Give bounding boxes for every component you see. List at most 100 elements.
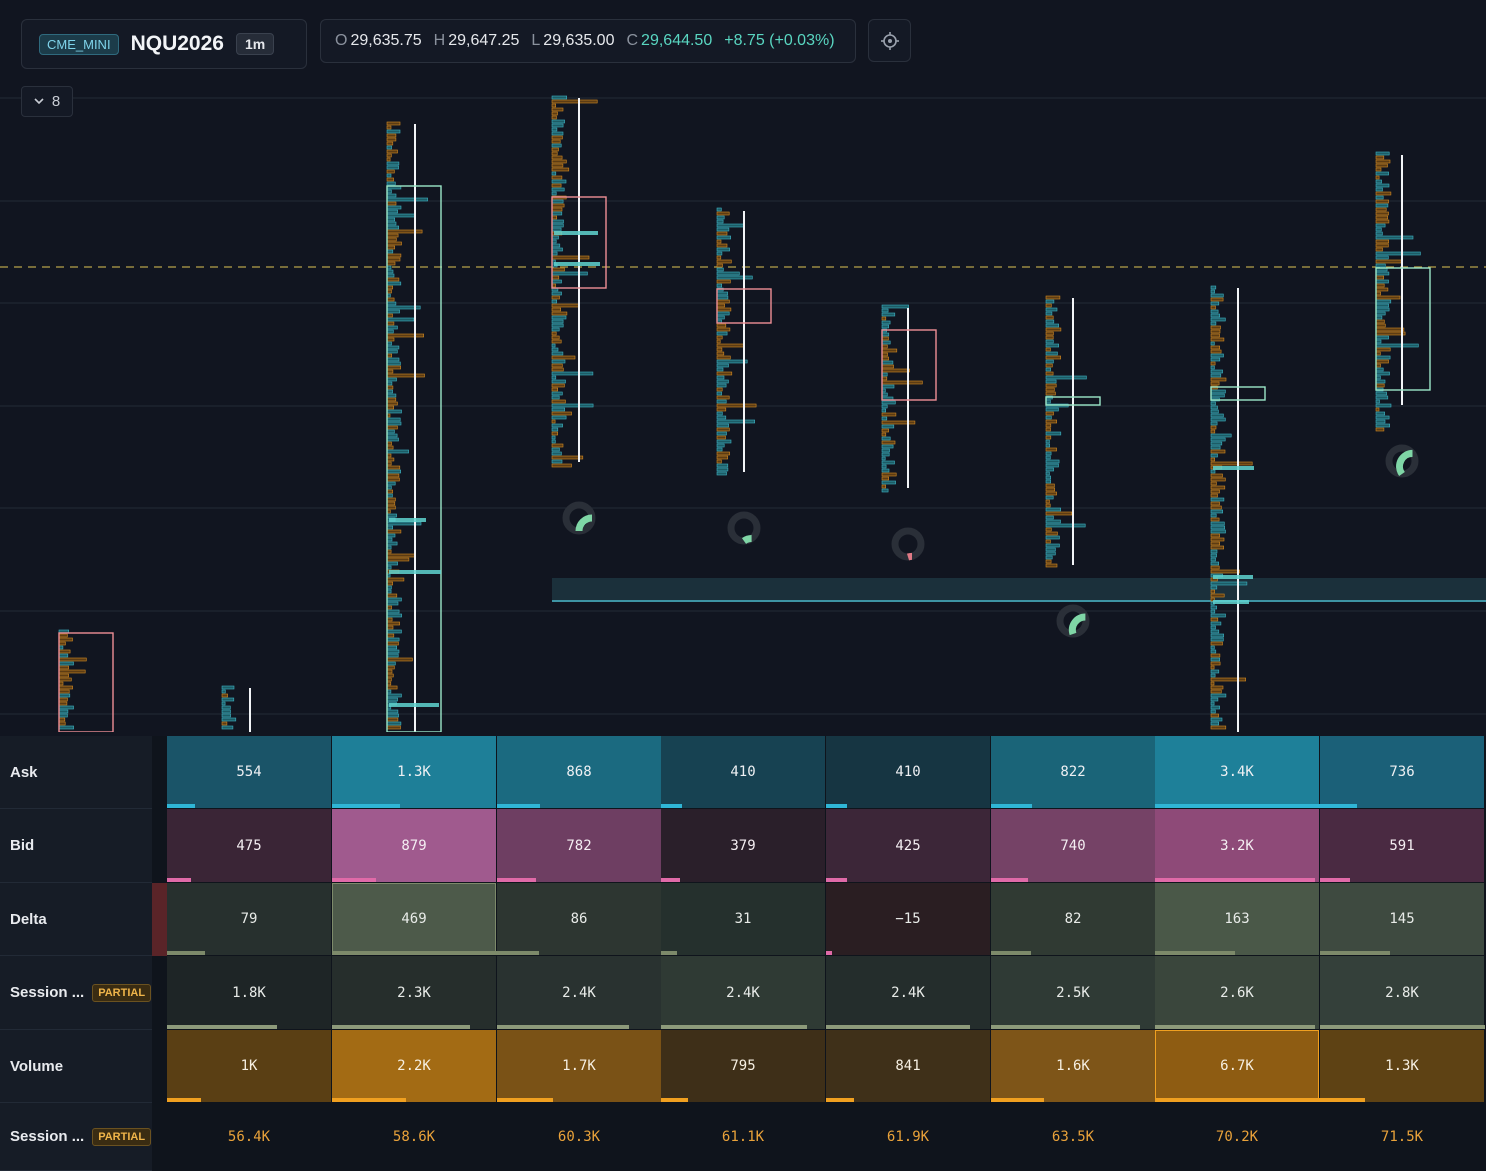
session-volume-cell[interactable]: 56.4K	[167, 1103, 332, 1171]
footprint-bar	[716, 279, 731, 284]
volume-cell[interactable]: 1.6K	[991, 1030, 1156, 1103]
symbol-panel[interactable]: CME_MINI NQU2026 1m	[21, 19, 307, 69]
session-delta-cell[interactable]: 2.4K	[661, 956, 826, 1030]
bid-cell[interactable]: 425	[826, 809, 991, 883]
footprint-bar	[716, 307, 732, 312]
session-volume-cell[interactable]: 71.5K	[1320, 1103, 1485, 1171]
footprint-bar	[1375, 307, 1390, 312]
bid-cell[interactable]: 475	[167, 809, 332, 883]
delta-cell[interactable]: 86	[497, 883, 662, 956]
footprint-bar	[1375, 199, 1389, 204]
ask-cell[interactable]: 410	[661, 736, 826, 809]
footprint-bar	[1375, 339, 1382, 344]
footprint-bar	[1210, 613, 1226, 618]
volume-cell[interactable]: 795	[661, 1030, 826, 1103]
session-volume-cell[interactable]: 60.3K	[497, 1103, 662, 1171]
session-volume-cell[interactable]: 63.5K	[991, 1103, 1156, 1171]
ask-cell[interactable]: 410	[826, 736, 991, 809]
footprint-bar	[881, 456, 886, 461]
footprint-bar	[386, 161, 400, 166]
footprint-bar	[881, 348, 898, 353]
footprint-bar	[1210, 673, 1216, 678]
footprint-bar	[386, 145, 392, 150]
footprint-bar	[881, 400, 896, 405]
ask-cell[interactable]: 554	[167, 736, 332, 809]
bid-cell[interactable]: 3.2K	[1155, 809, 1320, 883]
footprint-bar	[716, 355, 731, 360]
volume-cell[interactable]: 1.7K	[497, 1030, 662, 1103]
ask-cell[interactable]: 3.4K	[1155, 736, 1320, 809]
footprint-bar	[881, 408, 887, 413]
candle-body	[716, 288, 772, 324]
delta-cell[interactable]: 163	[1155, 883, 1320, 956]
footprint-bar	[551, 159, 567, 164]
session-delta-cell[interactable]: 2.8K	[1320, 956, 1485, 1030]
footprint-bar	[386, 333, 425, 338]
bid-cell[interactable]: 740	[991, 809, 1156, 883]
delta-donut-fill	[1396, 449, 1413, 477]
volume-value: 1K	[240, 1058, 258, 1074]
session-volume-cell[interactable]: 58.6K	[332, 1103, 497, 1171]
symbol-name: NQU2026	[130, 32, 224, 55]
session-volume-cell[interactable]: 70.2K	[1155, 1103, 1320, 1171]
session-delta-cell[interactable]: 2.4K	[497, 956, 662, 1030]
delta-cell[interactable]: 145	[1320, 883, 1485, 956]
delta-cell[interactable]: −15	[826, 883, 991, 956]
footprint-bar	[1375, 215, 1388, 220]
footprint-bar	[58, 661, 74, 666]
bid-cell[interactable]: 782	[497, 809, 662, 883]
volume-cell[interactable]: 1K	[167, 1030, 332, 1103]
volume-cell[interactable]: 1.3K	[1320, 1030, 1485, 1103]
bid-cell[interactable]: 379	[661, 809, 826, 883]
footprint-bar	[58, 657, 87, 662]
footprint-bar	[881, 336, 889, 341]
ask-cell[interactable]: 736	[1320, 736, 1485, 809]
footprint-bar	[1045, 503, 1051, 508]
footprint-bar	[1045, 459, 1060, 464]
volume-cell[interactable]: 6.7K	[1155, 1030, 1320, 1103]
session-volume-cell[interactable]: 61.9K	[826, 1103, 991, 1171]
bid-cell[interactable]: 591	[1320, 809, 1485, 883]
footprint-bar	[386, 121, 401, 126]
footprint-bar	[716, 431, 727, 436]
ask-bar	[497, 804, 540, 808]
footprint-bar	[1210, 389, 1226, 394]
collapse-toggle[interactable]: 8	[21, 86, 73, 117]
session-volume-value: 60.3K	[557, 1128, 601, 1145]
session-volume-cell[interactable]: 61.1K	[661, 1103, 826, 1171]
footprint-chart[interactable]	[0, 0, 1486, 732]
session-delta-bar	[1320, 1025, 1485, 1029]
session-delta-cell[interactable]: 2.5K	[991, 956, 1156, 1030]
footprint-bar	[1045, 523, 1086, 528]
session-delta-cell[interactable]: 2.4K	[826, 956, 991, 1030]
volume-cell[interactable]: 2.2K	[332, 1030, 497, 1103]
ask-value: 410	[730, 764, 756, 780]
footprint-bar	[386, 273, 395, 278]
footprint-bar	[1375, 275, 1384, 280]
footprint-bar	[1045, 387, 1055, 392]
delta-cell[interactable]: 79	[167, 883, 332, 956]
volume-cell[interactable]: 841	[826, 1030, 991, 1103]
ask-cell[interactable]: 1.3K	[332, 736, 497, 809]
footprint-bar	[386, 337, 395, 342]
delta-cell[interactable]: 82	[991, 883, 1156, 956]
timeframe-button[interactable]: 1m	[235, 33, 275, 55]
footprint-bar	[551, 171, 557, 176]
session-delta-cell[interactable]: 2.6K	[1155, 956, 1320, 1030]
footprint-bar	[386, 229, 423, 234]
footprint-bar	[716, 223, 744, 228]
ask-cell[interactable]: 822	[991, 736, 1156, 809]
footprint-bar	[1045, 451, 1052, 456]
candle-body	[386, 185, 442, 732]
ask-cell[interactable]: 868	[497, 736, 662, 809]
center-chart-button[interactable]	[868, 19, 911, 62]
bid-cell[interactable]: 879	[332, 809, 497, 883]
session-delta-cell[interactable]: 2.3K	[332, 956, 497, 1030]
session-delta-cell[interactable]: 1.8K	[167, 956, 332, 1030]
delta-cell[interactable]: 31	[661, 883, 826, 956]
footprint-bar	[1045, 527, 1052, 532]
delta-bar	[167, 951, 205, 955]
footprint-bar	[1045, 411, 1054, 416]
delta-cell[interactable]: 469	[332, 883, 497, 956]
footprint-bar	[386, 653, 399, 658]
